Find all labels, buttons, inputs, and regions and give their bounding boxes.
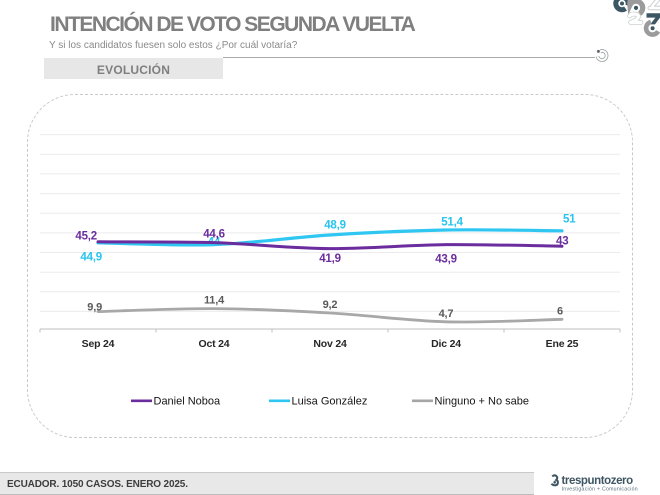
svg-text:Investigación + Comunicación: Investigación + Comunicación xyxy=(562,487,638,493)
svg-text:44,6: 44,6 xyxy=(203,229,225,241)
svg-text:51,4: 51,4 xyxy=(441,217,463,229)
svg-text:Luisa González: Luisa González xyxy=(292,396,368,408)
svg-text:43: 43 xyxy=(556,236,568,248)
svg-text:44,9: 44,9 xyxy=(80,251,102,263)
svg-text:Nov 24: Nov 24 xyxy=(313,338,347,350)
svg-text:Oct 24: Oct 24 xyxy=(199,338,230,350)
svg-text:43,9: 43,9 xyxy=(435,253,457,265)
svg-text:11,4: 11,4 xyxy=(204,295,225,307)
svg-text:Dic 24: Dic 24 xyxy=(431,338,461,350)
svg-text:6: 6 xyxy=(557,306,563,318)
svg-text:9,9: 9,9 xyxy=(87,301,102,313)
svg-text:Ene 25: Ene 25 xyxy=(546,338,579,350)
svg-text:Daniel Noboa: Daniel Noboa xyxy=(154,396,222,408)
svg-text:41,9: 41,9 xyxy=(319,253,341,265)
svg-text:48,9: 48,9 xyxy=(324,219,346,231)
svg-text:45,2: 45,2 xyxy=(75,231,97,243)
svg-text:Ninguno + No sabe: Ninguno + No sabe xyxy=(435,396,529,408)
svg-text:4,7: 4,7 xyxy=(439,308,454,320)
svg-text:Sep 24: Sep 24 xyxy=(82,338,115,350)
svg-text:9,2: 9,2 xyxy=(323,299,338,311)
svg-text:trespuntozero: trespuntozero xyxy=(562,475,634,487)
svg-text:51: 51 xyxy=(563,214,576,226)
